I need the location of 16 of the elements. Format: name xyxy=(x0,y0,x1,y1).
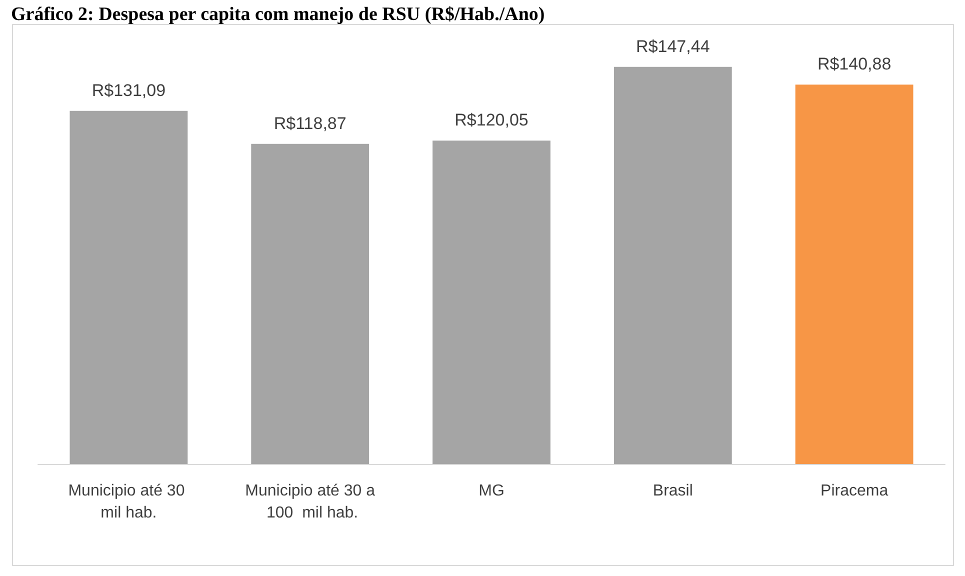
chart-title: Gráfico 2: Despesa per capita com manejo de RSU (R$/Hab./Ano) xyxy=(11,4,545,25)
bar xyxy=(432,140,550,464)
x-tick-label: Brasil xyxy=(652,482,693,500)
x-tick-label: MG xyxy=(478,482,504,500)
x-tick-label: Municipio até 30 a 100 mil hab. xyxy=(245,482,376,522)
bar xyxy=(614,66,732,464)
data-label: R$147,44 xyxy=(636,36,710,56)
x-tick-label: Piracema xyxy=(820,482,888,500)
bar xyxy=(251,144,370,464)
data-label: R$120,05 xyxy=(454,110,528,130)
data-label: R$118,87 xyxy=(274,114,346,133)
bar xyxy=(70,110,188,464)
data-label: R$140,88 xyxy=(817,54,892,74)
bar xyxy=(795,84,914,464)
data-label: R$131,09 xyxy=(92,80,166,100)
x-tick-label: Municipio até 30 mil hab. xyxy=(68,482,190,522)
